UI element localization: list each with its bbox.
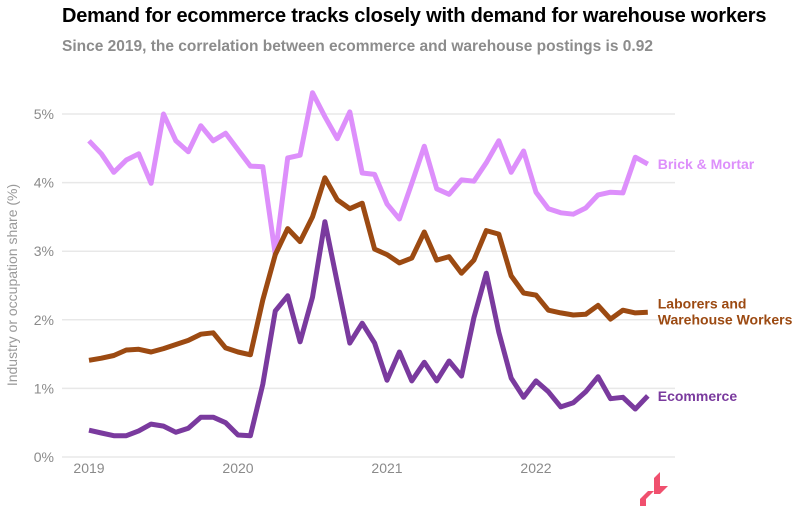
y-axis-label: Industry or occupation share (%): [4, 184, 20, 386]
series-line-brick-mortar: [87, 90, 650, 258]
x-tick-label: 2021: [371, 460, 402, 476]
y-tick-label: 1%: [34, 380, 54, 396]
chevron-logo-icon: [640, 472, 668, 506]
series-label: Ecommerce: [658, 388, 738, 404]
x-tick-label: 2019: [73, 460, 104, 476]
y-tick-label: 3%: [34, 243, 54, 259]
x-tick-label: 2022: [520, 460, 551, 476]
y-tick-label: 4%: [34, 175, 54, 191]
x-axis-ticks: 2019 2020 2021 2022: [73, 460, 551, 476]
chart-subtitle: Since 2019, the correlation between ecom…: [62, 38, 653, 55]
series-lines: [87, 90, 650, 439]
x-tick-label: 2020: [222, 460, 253, 476]
series-line-ecommerce: [88, 219, 650, 439]
series-label: Laborers and: [658, 295, 747, 311]
y-axis-ticks: 0% 1% 2% 3% 4% 5%: [34, 106, 54, 465]
y-tick-label: 2%: [34, 312, 54, 328]
y-tick-label: 5%: [34, 106, 54, 122]
chart-title: Demand for ecommerce tracks closely with…: [62, 5, 767, 27]
y-tick-label: 0%: [34, 449, 54, 465]
series-line-laborers-and-warehouse-workers: [88, 175, 648, 363]
series-label: Warehouse Workers: [658, 311, 793, 327]
series-label: Brick & Mortar: [658, 156, 755, 172]
